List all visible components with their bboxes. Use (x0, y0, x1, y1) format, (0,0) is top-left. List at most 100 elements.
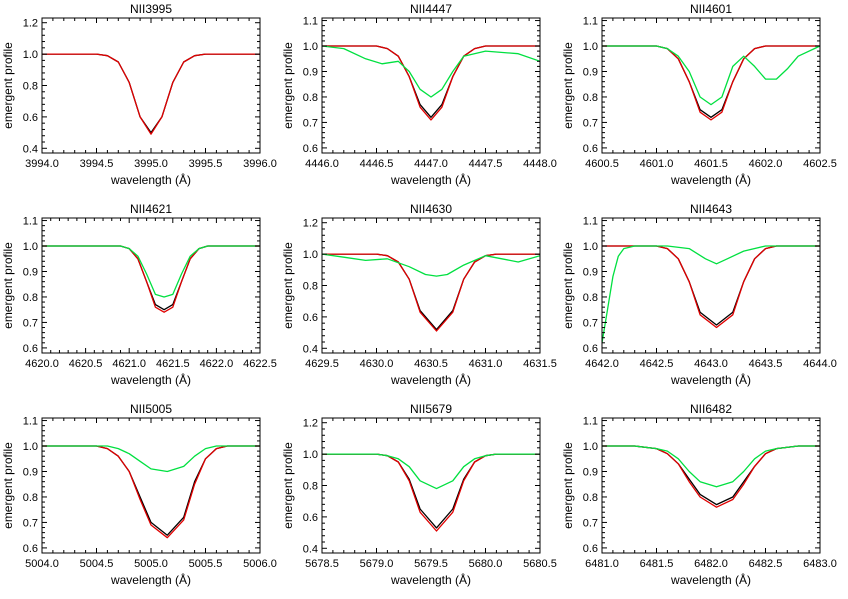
x-axis-label: wavelength (Å) (110, 372, 191, 387)
panel-nii6482: 6481.0 6481.5 6482.0 6482.5 6483.0 0.6 0.7 0.8 0… (561, 402, 837, 587)
series-line-red (322, 453, 540, 532)
x-tick-label: 4631.0 (469, 358, 503, 370)
x-axis-label: wavelength (Å) (670, 372, 751, 387)
y-tick-label: 0.8 (303, 281, 318, 293)
y-tick-label: 1.0 (23, 49, 38, 61)
x-tick-label: 4643.5 (749, 358, 783, 370)
y-tick-label: 1.0 (583, 41, 598, 53)
series-line-red (42, 245, 260, 313)
y-tick-label: 1.1 (303, 16, 318, 28)
series-line-black (42, 53, 260, 134)
series-line-black (322, 453, 540, 529)
x-tick-label: 4630.5 (414, 358, 448, 370)
x-tick-label: 6482.5 (749, 558, 783, 570)
x-tick-label: 3994.0 (25, 158, 59, 170)
y-tick-label: 0.6 (583, 343, 598, 355)
y-tick-label: 1.0 (303, 41, 318, 53)
x-tick-label: 4621.5 (156, 358, 190, 370)
x-tick-label: 4622.5 (243, 358, 277, 370)
y-tick-label: 1.1 (23, 416, 38, 428)
x-tick-label: 4602.5 (803, 158, 837, 170)
x-axis-label: wavelength (Å) (110, 172, 191, 187)
y-tick-label: 0.8 (23, 492, 38, 504)
series-line-green (602, 45, 820, 106)
y-tick-label: 0.9 (23, 266, 38, 278)
series-line-black (602, 245, 820, 326)
x-axis-label: wavelength (Å) (390, 572, 471, 587)
y-tick-label: 1.1 (583, 416, 598, 428)
x-tick-label: 3994.5 (80, 158, 114, 170)
plot-frame (601, 217, 821, 354)
x-tick-label: 6483.0 (803, 558, 837, 570)
series-line-green (602, 445, 820, 488)
y-tick-label: 0.8 (23, 81, 38, 93)
y-tick-label: 1.0 (303, 449, 318, 461)
series-line-red (602, 445, 820, 508)
x-tick-label: 5680.5 (523, 558, 557, 570)
y-axis-label: emergent profile (281, 42, 295, 129)
x-tick-label: 5004.0 (25, 558, 59, 570)
x-axis-label: wavelength (Å) (670, 572, 751, 587)
y-tick-label: 1.0 (583, 241, 598, 253)
x-tick-label: 3995.0 (134, 158, 168, 170)
y-tick-label: 0.6 (303, 312, 318, 324)
panel-nii4643: 4642.0 4642.5 4643.0 4643.5 4644.0 0.6 0.7 0.8 0… (561, 202, 837, 387)
panel-title: NII3995 (130, 2, 172, 16)
y-tick-label: 0.7 (583, 517, 598, 529)
series-line-red (602, 45, 820, 121)
panel-title: NII5679 (410, 402, 452, 416)
y-axis-label: emergent profile (561, 442, 575, 529)
y-tick-label: 0.8 (583, 292, 598, 304)
x-tick-label: 6482.0 (694, 558, 728, 570)
panel-title: NII5005 (130, 402, 172, 416)
series-line-black (322, 253, 540, 331)
series-line-green (322, 45, 540, 98)
y-tick-label: 1.1 (583, 16, 598, 28)
y-tick-label: 1.1 (583, 216, 598, 228)
x-tick-label: 4601.0 (640, 158, 674, 170)
y-tick-label: 0.6 (583, 143, 598, 155)
panel-title: NII4643 (690, 202, 732, 216)
y-tick-label: 0.6 (303, 143, 318, 155)
plot-frame (41, 417, 261, 554)
y-tick-label: 0.8 (583, 92, 598, 104)
panel-nii5679: 5678.5 5679.0 5679.5 5680.0 5680.5 0.4 0.6 0.8 1… (281, 402, 557, 587)
y-tick-label: 1.2 (303, 218, 318, 230)
series-line-green (322, 253, 540, 277)
panel-title: NII4630 (410, 202, 452, 216)
panel-title: NII4601 (690, 2, 732, 16)
series-line-black (42, 445, 260, 536)
panel-nii4447: 4446.0 4446.5 4447.0 4447.5 4448.0 0.6 0.7 0.8 0… (281, 2, 557, 187)
y-tick-label: 0.8 (303, 481, 318, 493)
panel-title: NII4447 (410, 2, 452, 16)
y-axis-label: emergent profile (561, 242, 575, 329)
x-tick-label: 5005.5 (189, 558, 223, 570)
x-tick-label: 4448.0 (523, 158, 557, 170)
series-line-red (42, 445, 260, 539)
x-tick-label: 4600.5 (585, 158, 619, 170)
series-line-black (42, 245, 260, 311)
x-tick-label: 3995.5 (189, 158, 223, 170)
x-tick-label: 4620.0 (25, 358, 59, 370)
plot-frame (41, 217, 261, 354)
y-axis-label: emergent profile (561, 42, 575, 129)
y-tick-label: 1.2 (23, 18, 38, 30)
y-tick-label: 0.6 (23, 343, 38, 355)
plot-frame (321, 217, 541, 354)
panel-title: NII4621 (130, 202, 172, 216)
plot-frame (321, 17, 541, 154)
x-tick-label: 4446.0 (305, 158, 339, 170)
panel-nii4621: 4620.0 4620.5 4621.0 4621.5 4622.0 4622.5 0.6 0… (1, 202, 277, 387)
x-axis-label: wavelength (Å) (390, 172, 471, 187)
x-tick-label: 4642.0 (585, 358, 619, 370)
y-axis-label: emergent profile (1, 42, 15, 129)
x-tick-label: 5004.5 (80, 558, 114, 570)
y-tick-label: 1.0 (583, 441, 598, 453)
x-tick-label: 4621.0 (112, 358, 146, 370)
y-tick-label: 0.7 (303, 117, 318, 129)
y-axis-label: emergent profile (281, 442, 295, 529)
x-tick-label: 5679.5 (414, 558, 448, 570)
x-tick-label: 4630.0 (360, 358, 394, 370)
x-tick-label: 5679.0 (360, 558, 394, 570)
panel-title: NII6482 (690, 402, 732, 416)
